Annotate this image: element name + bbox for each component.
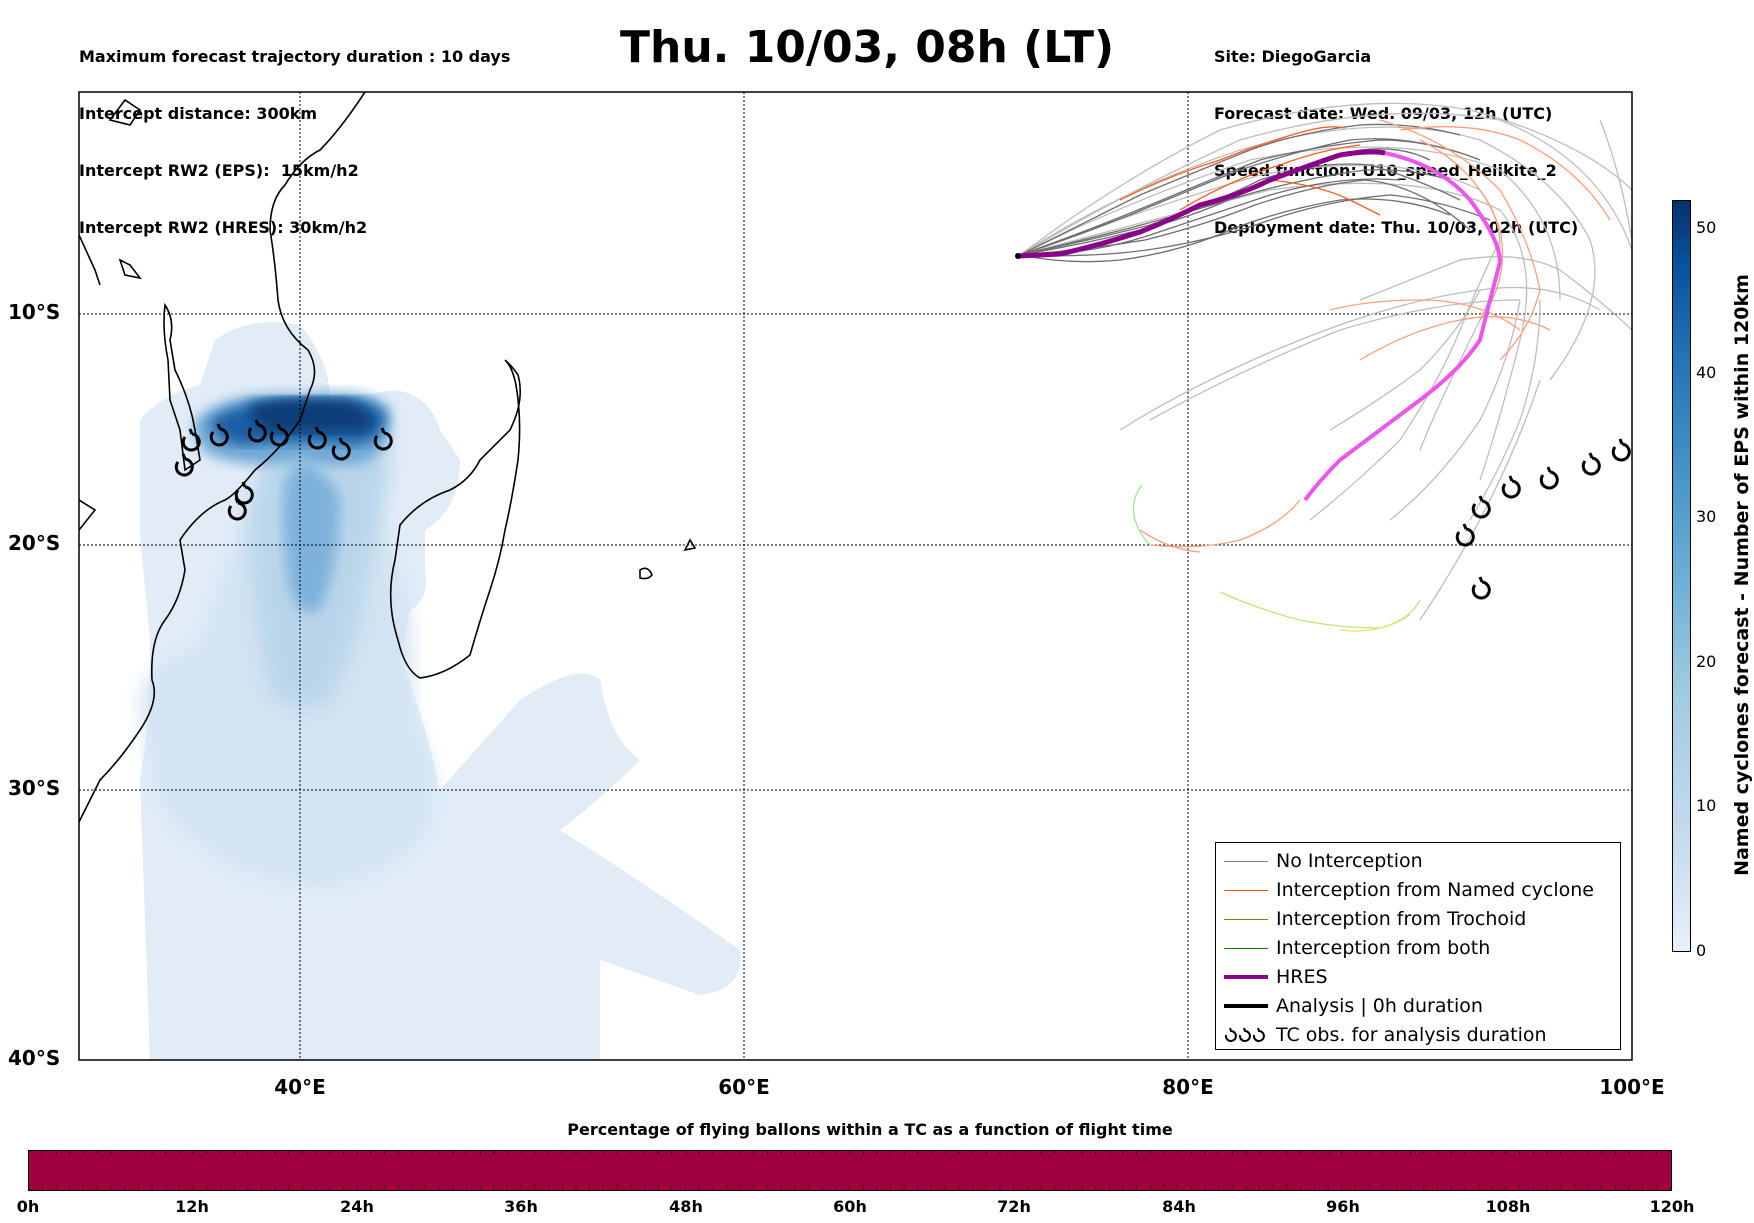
colorbar-tick: 0 xyxy=(1696,941,1707,960)
legend-entry: Interception from Trochoid xyxy=(1216,907,1620,933)
map-legend: No Interception Interception from Named … xyxy=(1215,842,1621,1050)
lon-label: 100°E xyxy=(1599,1075,1665,1099)
header-left-line: Intercept distance: 300km xyxy=(79,104,318,123)
eps-tracks-named-cyclone xyxy=(1119,126,1381,216)
time-tick: 24h xyxy=(340,1197,374,1216)
legend-entry: TC obs. for analysis duration xyxy=(1216,1023,1620,1049)
legend-label: HRES xyxy=(1276,966,1328,988)
lat-label: 20°S xyxy=(8,531,61,555)
header-right-line: Site: DiegoGarcia xyxy=(1214,47,1372,66)
lat-label: 30°S xyxy=(8,776,61,800)
lon-label: 40°E xyxy=(274,1075,326,1099)
time-tick: 108h xyxy=(1485,1197,1531,1216)
time-tick: 84h xyxy=(1162,1197,1196,1216)
header-right-info: Site: DiegoGarcia Forecast date: Wed. 09… xyxy=(1214,9,1578,256)
time-tick: 48h xyxy=(669,1197,703,1216)
legend-entry: Analysis | 0h duration xyxy=(1216,994,1620,1020)
time-tick: 0h xyxy=(16,1197,40,1216)
time-tick: 96h xyxy=(1326,1197,1360,1216)
colorbar-tick: 30 xyxy=(1696,507,1717,526)
legend-entry: No Interception xyxy=(1216,849,1620,875)
time-tick: 120h xyxy=(1649,1197,1695,1216)
colorbar-tick: 50 xyxy=(1696,218,1717,237)
legend-label: Interception from Named cyclone xyxy=(1276,879,1594,901)
lat-label: 40°S xyxy=(8,1046,61,1070)
eps-tracks-gray xyxy=(1019,102,1632,621)
legend-swatch xyxy=(1224,1004,1268,1008)
header-left-info: Maximum forecast trajectory duration : 1… xyxy=(79,9,510,256)
tc-symbol-icon xyxy=(1224,1027,1265,1042)
time-tick: 72h xyxy=(997,1197,1031,1216)
tc-observation-symbols xyxy=(174,419,1631,600)
lat-label: 10°S xyxy=(8,300,61,324)
colorbar-tick: 20 xyxy=(1696,652,1717,671)
time-tick: 60h xyxy=(833,1197,867,1216)
legend-label: TC obs. for analysis duration xyxy=(1276,1024,1547,1046)
colorbar-tick: 40 xyxy=(1696,363,1717,382)
time-tick: 12h xyxy=(175,1197,209,1216)
eps-tracks-dark xyxy=(1019,123,1491,263)
legend-entry: Interception from both xyxy=(1216,936,1620,962)
header-right-line: Deployment date: Thu. 10/03, 02h (UTC) xyxy=(1214,218,1579,237)
header-left-line: Intercept RW2 (HRES): 30km/h2 xyxy=(79,218,368,237)
colorbar-tick: 10 xyxy=(1696,796,1717,815)
map-gridlines xyxy=(79,92,1632,1060)
legend-swatch xyxy=(1224,975,1268,979)
lon-label: 60°E xyxy=(718,1075,770,1099)
coastline xyxy=(79,92,697,823)
eps-tracks-misc xyxy=(1132,484,1421,632)
analysis-marker xyxy=(1015,253,1021,259)
flight-time-bar xyxy=(28,1150,1672,1191)
bottom-bar-title: Percentage of flying ballons within a TC… xyxy=(567,1120,1173,1139)
legend-swatch xyxy=(1224,890,1268,891)
lon-label: 80°E xyxy=(1162,1075,1214,1099)
eps-density-field xyxy=(140,322,741,1060)
legend-entry: Interception from Named cyclone xyxy=(1216,878,1620,904)
legend-label: Interception from both xyxy=(1276,937,1491,959)
legend-swatch xyxy=(1224,948,1268,949)
legend-label: Interception from Trochoid xyxy=(1276,908,1527,930)
colorbar xyxy=(1672,200,1691,952)
hres-track xyxy=(1017,149,1386,259)
hres-track-forecast xyxy=(1303,151,1503,502)
page-title: Thu. 10/03, 08h (LT) xyxy=(620,22,1115,73)
legend-swatch xyxy=(1224,861,1268,862)
flight-time-bar-ticks xyxy=(42,1151,1657,1189)
header-left-line: Intercept RW2 (EPS): 15km/h2 xyxy=(79,161,359,180)
legend-entry: HRES xyxy=(1216,965,1620,991)
colorbar-label: Named cyclones forecast - Number of EPS … xyxy=(1731,274,1753,876)
map-frame xyxy=(78,91,1633,1061)
legend-swatch xyxy=(1224,919,1268,920)
header-left-line: Maximum forecast trajectory duration : 1… xyxy=(79,47,511,66)
time-tick: 36h xyxy=(504,1197,538,1216)
eps-tracks-named-cyclone-light xyxy=(1139,119,1611,553)
legend-label: No Interception xyxy=(1276,850,1423,872)
legend-label: Analysis | 0h duration xyxy=(1276,995,1483,1017)
